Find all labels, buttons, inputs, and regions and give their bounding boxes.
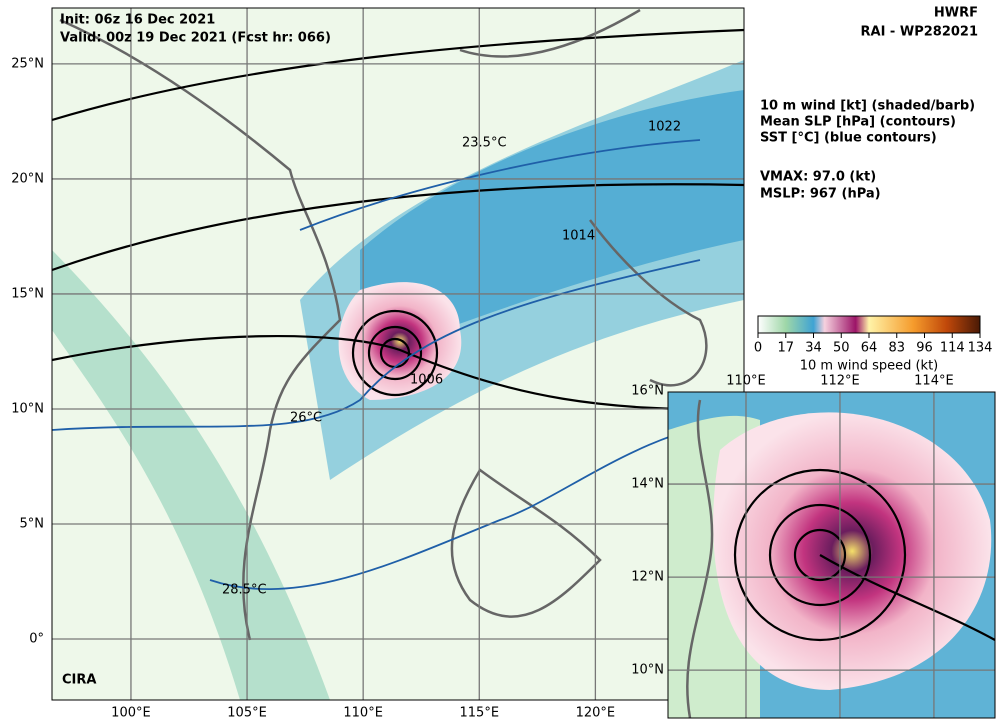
contour-label: 23.5°C bbox=[462, 136, 507, 151]
contour-label: 28.5°C bbox=[222, 583, 267, 598]
contour-label: 26°C bbox=[290, 411, 322, 426]
lat-label: 20°N bbox=[11, 171, 44, 186]
colorbar-tick-label: 83 bbox=[888, 341, 905, 356]
lat-label: 10°N bbox=[11, 401, 44, 416]
lat-label: 15°N bbox=[11, 286, 44, 301]
lon-label: 114°E bbox=[914, 374, 954, 389]
map-frame bbox=[51, 7, 745, 701]
main-map bbox=[52, 8, 744, 700]
inset-map bbox=[668, 392, 995, 718]
legend-line: 10 m wind [kt] (shaded/barb) bbox=[760, 99, 975, 114]
colorbar-tick-label: 34 bbox=[805, 341, 822, 356]
lon-label: 100°E bbox=[111, 706, 151, 721]
model-name: HWRF bbox=[934, 6, 978, 21]
init-time: Init: 06z 16 Dec 2021 bbox=[60, 13, 215, 28]
lat-label: 25°N bbox=[11, 56, 44, 71]
colorbar-label: 10 m wind speed (kt) bbox=[800, 359, 939, 374]
valid-time: Valid: 00z 19 Dec 2021 (Fcst hr: 066) bbox=[60, 31, 331, 46]
colorbar-tick-label: 134 bbox=[968, 341, 993, 356]
lon-label: 105°E bbox=[227, 706, 267, 721]
contour-label: 1022 bbox=[648, 120, 681, 135]
colorbar-tick-label: 64 bbox=[861, 341, 878, 356]
cira-logo: CIRA bbox=[62, 673, 96, 688]
legend-line: SST [°C] (blue contours) bbox=[760, 131, 937, 146]
colorbar-tick-label: 0 bbox=[754, 341, 762, 356]
contour-label: 1006 bbox=[410, 373, 443, 388]
lon-label: 110°E bbox=[726, 374, 766, 389]
colorbar-tick-label: 50 bbox=[833, 341, 850, 356]
inset-frame bbox=[667, 391, 996, 719]
lat-label: 10°N bbox=[631, 663, 664, 678]
colorbar-tick-label: 114 bbox=[940, 341, 965, 356]
mslp: MSLP: 967 (hPa) bbox=[760, 187, 881, 202]
contour-label: 1014 bbox=[562, 229, 595, 244]
colorbar bbox=[757, 315, 981, 334]
legend-line: Mean SLP [hPa] (contours) bbox=[760, 115, 956, 130]
lon-label: 115°E bbox=[460, 706, 500, 721]
lon-label: 120°E bbox=[576, 706, 616, 721]
lon-label: 110°E bbox=[343, 706, 383, 721]
lat-label: 0° bbox=[29, 632, 44, 647]
vmax: VMAX: 97.0 (kt) bbox=[760, 170, 876, 185]
storm-name: RAI - WP282021 bbox=[861, 25, 979, 40]
colorbar-tick-label: 96 bbox=[916, 341, 933, 356]
lat-label: 16°N bbox=[631, 384, 664, 399]
colorbar-tick-label: 17 bbox=[777, 341, 794, 356]
lat-label: 12°N bbox=[631, 570, 664, 585]
lon-label: 112°E bbox=[820, 374, 860, 389]
lat-label: 5°N bbox=[20, 517, 45, 532]
lat-label: 14°N bbox=[631, 477, 664, 492]
